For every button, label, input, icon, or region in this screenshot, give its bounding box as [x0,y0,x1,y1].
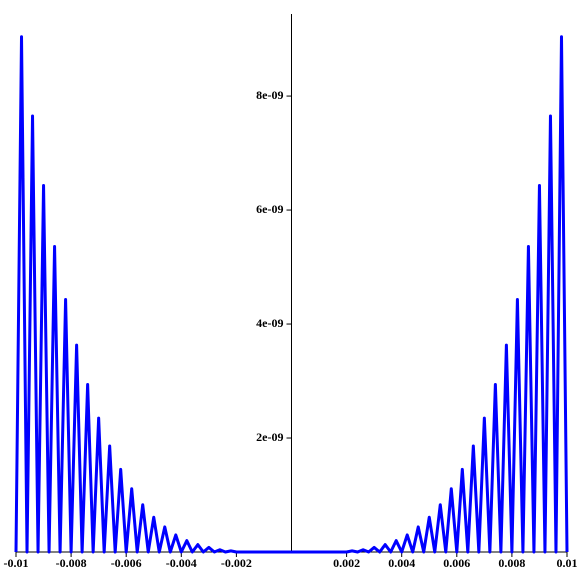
x-tick-label: -0.004 [166,556,197,570]
x-tick-label: -0.008 [56,556,87,570]
x-tick-label: 0.008 [498,556,525,570]
y-tick-label: 8e-09 [256,88,283,102]
y-tick-label: 6e-09 [256,202,283,216]
x-tick-label: -0.006 [111,556,142,570]
y-tick-label: 2e-09 [256,430,283,444]
data-line [14,35,569,554]
x-tick-label: -0.01 [4,556,29,570]
y-tick-label: 4e-09 [256,316,283,330]
x-tick-label: 0.01 [557,556,578,570]
x-tick-label: -0.002 [221,556,252,570]
x-tick-label: 0.002 [333,556,360,570]
x-tick-label: 0.004 [388,556,415,570]
x-tick-label: 0.006 [443,556,470,570]
